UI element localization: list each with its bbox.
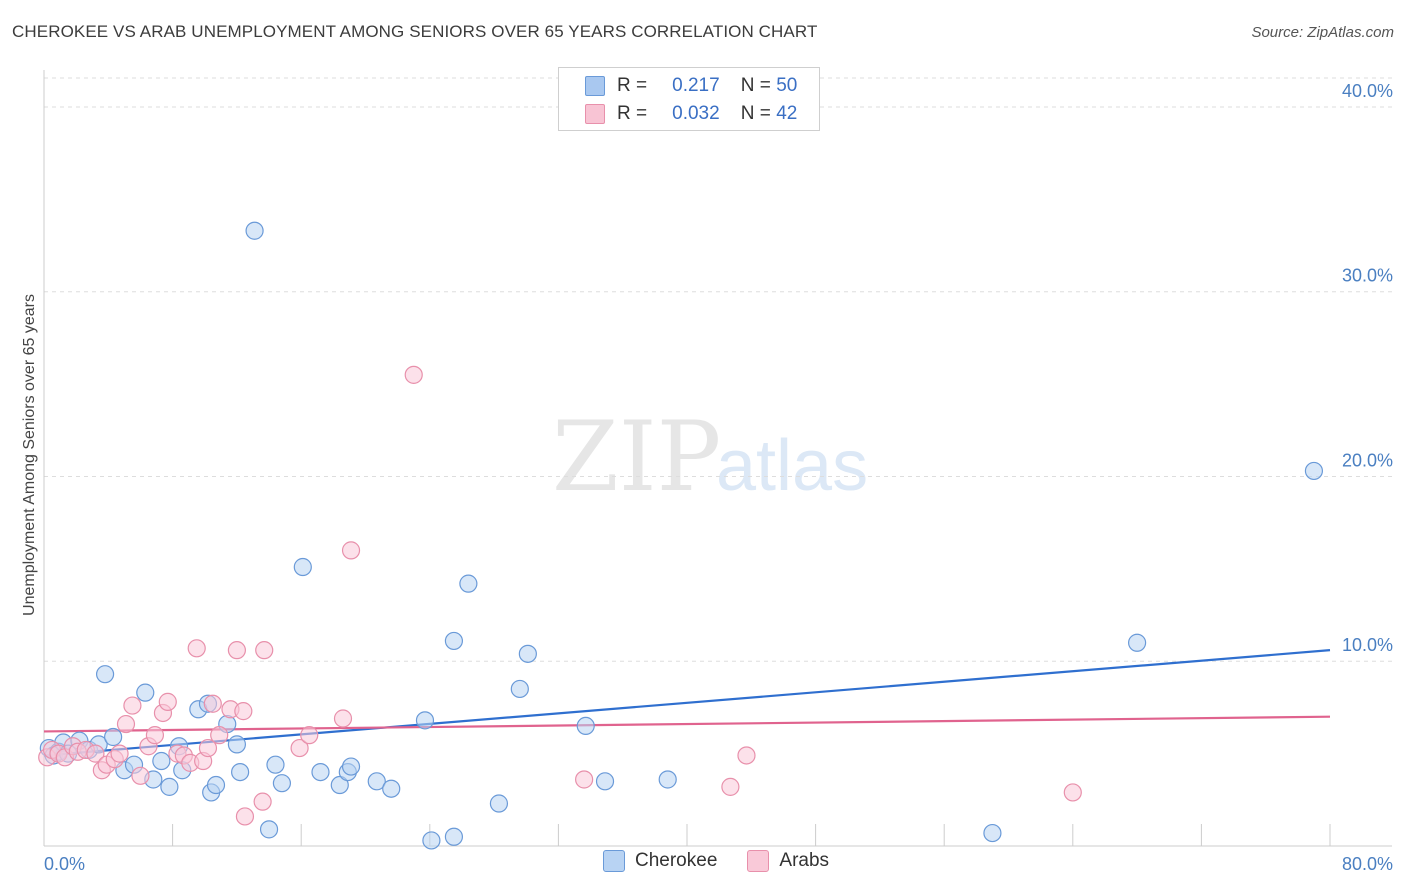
data-point-cherokee — [227, 735, 246, 754]
data-point-cherokee — [160, 777, 179, 796]
data-point-cherokee — [311, 762, 330, 782]
data-point-arabs — [131, 766, 150, 785]
data-point-arabs — [1063, 783, 1082, 802]
data-point-cherokee — [518, 644, 537, 663]
data-point-cherokee — [415, 711, 435, 730]
data-point-cherokee — [510, 679, 529, 699]
data-point-cherokee — [152, 751, 171, 771]
data-point-arabs — [110, 744, 129, 763]
data-point-arabs — [255, 641, 274, 660]
legend-n-label: N = — [740, 103, 771, 124]
data-point-arabs — [253, 792, 272, 811]
chart-title: CHEROKEE VS ARAB UNEMPLOYMENT AMONG SENI… — [12, 22, 818, 41]
data-point-arabs — [721, 777, 740, 796]
legend-n-label: N = — [740, 75, 771, 96]
data-point-arabs — [145, 726, 165, 745]
source-label: Source: ZipAtlas.com — [1251, 24, 1394, 41]
data-point-cherokee — [104, 727, 123, 747]
data-point-cherokee — [231, 762, 250, 782]
data-point-cherokee — [1127, 633, 1147, 652]
legend-row-arabs: R = 0.032 N = 42 — [585, 102, 797, 126]
legend-n-value-arabs: 42 — [776, 103, 798, 124]
y-tick-label: 10.0% — [1342, 635, 1393, 655]
data-point-cherokee — [245, 221, 264, 240]
series-legend: Cherokee Arabs — [603, 850, 859, 872]
correlation-legend: R = 0.217 N = 50 R = 0.032 N = 42 — [558, 67, 820, 131]
data-point-arabs — [210, 726, 229, 745]
legend-r-label: R = — [617, 103, 648, 124]
legend-swatch-arabs — [585, 104, 605, 124]
watermark-atlas: atlas — [716, 426, 868, 506]
data-point-cherokee — [95, 665, 115, 684]
data-point-arabs — [341, 541, 361, 560]
legend-label-cherokee: Cherokee — [635, 850, 718, 871]
trend-line-cherokee — [43, 649, 1331, 757]
legend-label-arabs: Arabs — [779, 850, 830, 871]
data-point-cherokee — [422, 831, 441, 850]
data-point-arabs — [737, 746, 756, 765]
data-point-arabs — [116, 714, 136, 734]
legend-r-label: R = — [617, 75, 648, 96]
data-point-cherokee — [983, 823, 1002, 843]
data-point-arabs — [300, 726, 319, 745]
data-point-arabs — [198, 738, 218, 758]
legend-row-cherokee: R = 0.217 N = 50 — [585, 74, 797, 98]
legend-r-value-arabs: 0.032 — [672, 103, 720, 124]
data-point-cherokee — [259, 820, 279, 839]
watermark-zip: ZIP — [552, 401, 721, 513]
data-point-cherokee — [206, 775, 226, 795]
legend-n-value-cherokee: 50 — [776, 75, 798, 96]
data-point-cherokee — [1304, 461, 1324, 481]
data-point-arabs — [158, 692, 177, 711]
data-point-arabs — [404, 365, 423, 384]
data-point-arabs — [227, 641, 246, 660]
y-tick-label: 20.0% — [1342, 450, 1393, 470]
data-point-arabs — [235, 807, 255, 826]
data-point-cherokee — [382, 779, 401, 798]
data-point-cherokee — [658, 770, 677, 789]
legend-item-arabs: Arabs — [747, 850, 829, 872]
data-point-cherokee — [459, 574, 478, 593]
y-axis-label: Unemployment Among Seniors over 65 years — [21, 294, 38, 616]
y-tick-label: 40.0% — [1342, 81, 1393, 101]
data-point-arabs — [203, 694, 222, 713]
data-point-cherokee — [330, 775, 349, 795]
data-point-cherokee — [367, 772, 386, 791]
legend-swatch-cherokee — [603, 850, 625, 872]
data-point-arabs — [234, 702, 253, 721]
data-point-cherokee — [341, 757, 361, 776]
y-tick-label: 30.0% — [1342, 266, 1393, 286]
legend-swatch-cherokee — [585, 76, 605, 96]
data-point-cherokee — [444, 631, 464, 651]
legend-r-value-cherokee: 0.217 — [672, 75, 720, 96]
data-point-cherokee — [595, 772, 615, 791]
data-point-arabs — [575, 770, 594, 789]
data-point-arabs — [86, 744, 105, 763]
trend-line-arabs — [43, 715, 1331, 733]
data-point-arabs — [333, 709, 353, 728]
data-point-cherokee — [272, 774, 292, 793]
x-tick-label: 80.0% — [1342, 854, 1393, 874]
data-point-cherokee — [293, 557, 312, 577]
data-point-cherokee — [576, 716, 595, 736]
x-tick-label: 0.0% — [44, 854, 85, 874]
data-point-cherokee — [444, 827, 464, 846]
data-point-arabs — [187, 639, 206, 658]
data-point-cherokee — [489, 794, 509, 813]
legend-swatch-arabs — [747, 850, 770, 872]
data-point-arabs — [290, 738, 309, 758]
data-point-cherokee — [266, 755, 285, 774]
data-point-arabs — [123, 696, 142, 715]
legend-item-cherokee: Cherokee — [603, 850, 717, 872]
data-point-cherokee — [136, 683, 155, 702]
